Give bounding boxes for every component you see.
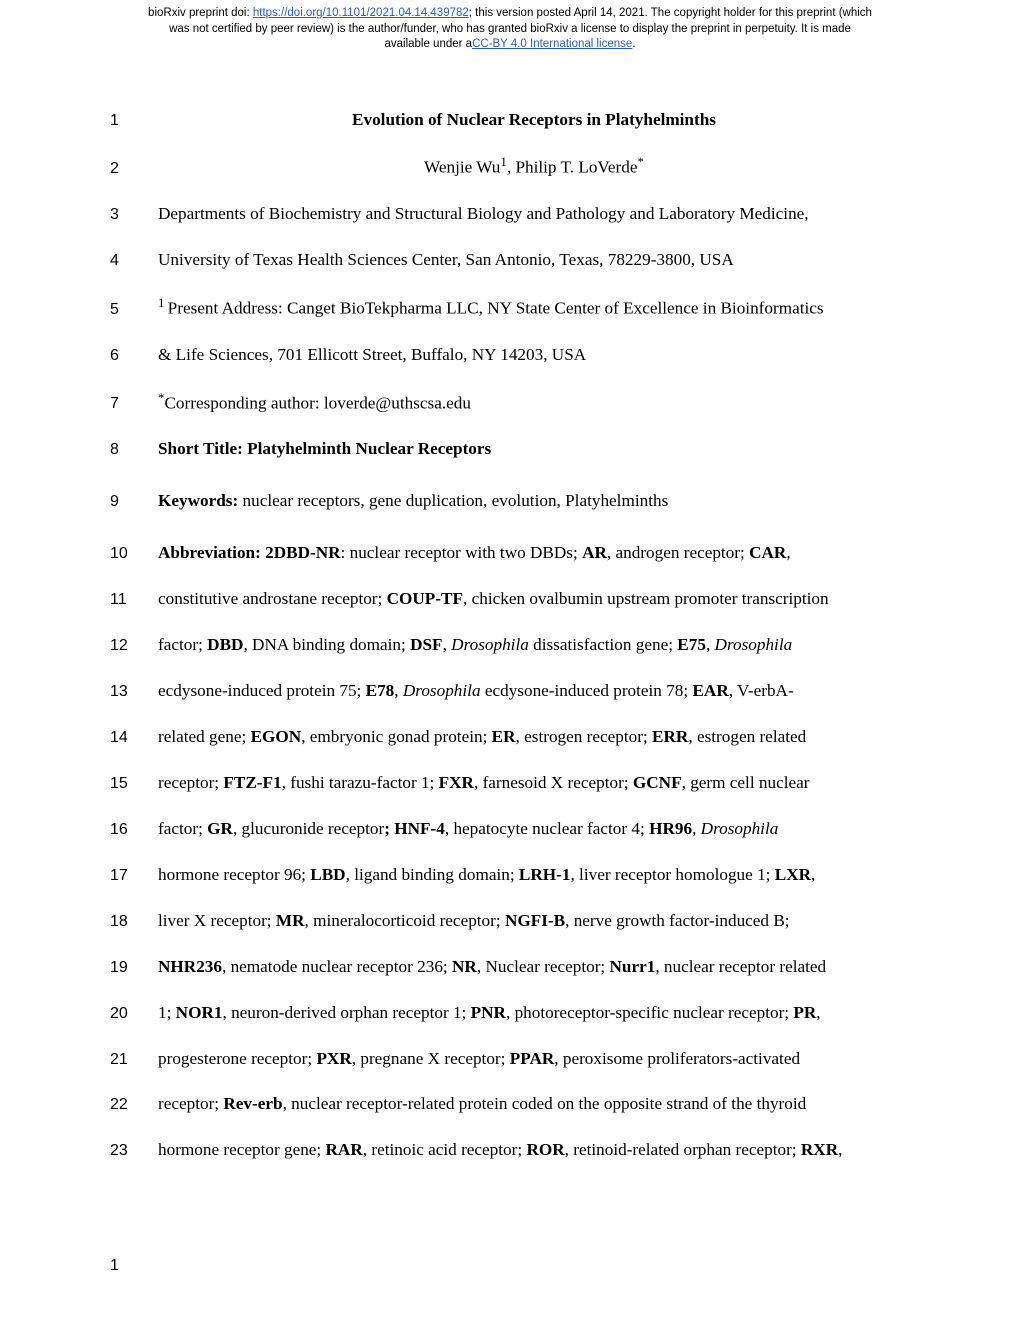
line-12: 12 factor; DBD, DNA binding domain; DSF,…: [110, 633, 910, 658]
line-18: 18 liver X receptor; MR, mineralocortico…: [110, 909, 910, 934]
line-1: 1 Evolution of Nuclear Receptors in Plat…: [110, 108, 910, 133]
line-number: 14: [110, 729, 158, 747]
line-number: 17: [110, 867, 158, 885]
line-number: 10: [110, 545, 158, 563]
keywords: Keywords: nuclear receptors, gene duplic…: [158, 489, 910, 514]
line-13: 13 ecdysone-induced protein 75; E78, Dro…: [110, 679, 910, 704]
abbreviation-text: factor; GR, glucuronide receptor; HNF-4,…: [158, 817, 910, 842]
line-number: 22: [110, 1096, 158, 1114]
line-number: 7: [110, 395, 158, 413]
line-number: 21: [110, 1051, 158, 1069]
line-number: 9: [110, 493, 158, 511]
abbreviation-text: receptor; FTZ-F1, fushi tarazu-factor 1;…: [158, 771, 910, 796]
doi-link[interactable]: https://doi.org/10.1101/2021.04.14.43978…: [253, 7, 469, 19]
line-number: 8: [110, 441, 158, 459]
line-number: 3: [110, 206, 158, 224]
header-line3-post: .: [632, 38, 635, 50]
line-8: 8 Short Title: Platyhelminth Nuclear Rec…: [110, 437, 910, 462]
present-address-cont: & Life Sciences, 701 Ellicott Street, Bu…: [158, 343, 910, 368]
line-number: 6: [110, 347, 158, 365]
line-19: 19 NHR236, nematode nuclear receptor 236…: [110, 955, 910, 980]
line-16: 16 factor; GR, glucuronide receptor; HNF…: [110, 817, 910, 842]
line-number: 5: [110, 301, 158, 319]
paper-title: Evolution of Nuclear Receptors in Platyh…: [158, 108, 910, 133]
abbreviation-text: liver X receptor; MR, mineralocorticoid …: [158, 909, 910, 934]
line-23: 23 hormone receptor gene; RAR, retinoic …: [110, 1138, 910, 1163]
line-number: 12: [110, 637, 158, 655]
line-number: 23: [110, 1142, 158, 1160]
line-number: 20: [110, 1005, 158, 1023]
abbreviation-text: Abbreviation: 2DBD-NR: nuclear receptor …: [158, 541, 910, 566]
license-link[interactable]: CC-BY 4.0 International license: [472, 38, 632, 50]
line-22: 22 receptor; Rev-erb, nuclear receptor-r…: [110, 1092, 910, 1117]
line-number: 13: [110, 683, 158, 701]
page-number: 1: [110, 1257, 119, 1275]
abbreviation-text: hormone receptor gene; RAR, retinoic aci…: [158, 1138, 910, 1163]
page-content: 1 Evolution of Nuclear Receptors in Plat…: [0, 53, 1020, 1164]
header-post: ; this version posted April 14, 2021. Th…: [469, 7, 872, 19]
abbreviation-text: related gene; EGON, embryonic gonad prot…: [158, 725, 910, 750]
line-9: 9 Keywords: nuclear receptors, gene dupl…: [110, 489, 910, 514]
line-14: 14 related gene; EGON, embryonic gonad p…: [110, 725, 910, 750]
abbreviation-text: constitutive androstane receptor; COUP-T…: [158, 587, 910, 612]
abbreviation-text: NHR236, nematode nuclear receptor 236; N…: [158, 955, 910, 980]
affiliation: Departments of Biochemistry and Structur…: [158, 202, 910, 227]
short-title: Short Title: Platyhelminth Nuclear Recep…: [158, 437, 910, 462]
line-number: 18: [110, 913, 158, 931]
line-number: 1: [110, 112, 158, 130]
abbreviation-text: ecdysone-induced protein 75; E78, Drosop…: [158, 679, 910, 704]
line-17: 17 hormone receptor 96; LBD, ligand bind…: [110, 863, 910, 888]
line-10: 10 Abbreviation: 2DBD-NR: nuclear recept…: [110, 541, 910, 566]
line-number: 15: [110, 775, 158, 793]
line-20: 20 1; NOR1, neuron-derived orphan recept…: [110, 1001, 910, 1026]
preprint-header: bioRxiv preprint doi: https://doi.org/10…: [0, 0, 1020, 53]
abbreviation-text: hormone receptor 96; LBD, ligand binding…: [158, 863, 910, 888]
line-15: 15 receptor; FTZ-F1, fushi tarazu-factor…: [110, 771, 910, 796]
line-6: 6 & Life Sciences, 701 Ellicott Street, …: [110, 343, 910, 368]
line-5: 5 1 Present Address: Canget BioTekpharma…: [110, 294, 910, 322]
abbreviation-text: 1; NOR1, neuron-derived orphan receptor …: [158, 1001, 910, 1026]
header-line2: was not certified by peer review) is the…: [169, 23, 851, 35]
line-4: 4 University of Texas Health Sciences Ce…: [110, 248, 910, 273]
line-number: 19: [110, 959, 158, 977]
corresponding-author: *Corresponding author: loverde@uthscsa.e…: [158, 389, 910, 417]
authors: Wenjie Wu1, Philip T. LoVerde*: [158, 153, 910, 181]
affiliation: University of Texas Health Sciences Cent…: [158, 248, 910, 273]
line-7: 7 *Corresponding author: loverde@uthscsa…: [110, 389, 910, 417]
line-21: 21 progesterone receptor; PXR, pregnane …: [110, 1047, 910, 1072]
line-number: 2: [110, 160, 158, 178]
abbreviation-text: progesterone receptor; PXR, pregnane X r…: [158, 1047, 910, 1072]
header-line3-pre: available under a: [384, 38, 472, 50]
line-11: 11 constitutive androstane receptor; COU…: [110, 587, 910, 612]
present-address: 1 Present Address: Canget BioTekpharma L…: [158, 294, 910, 322]
line-number: 11: [110, 591, 158, 609]
abbreviation-text: factor; DBD, DNA binding domain; DSF, Dr…: [158, 633, 910, 658]
line-2: 2 Wenjie Wu1, Philip T. LoVerde*: [110, 153, 910, 181]
line-number: 4: [110, 252, 158, 270]
abbreviation-text: receptor; Rev-erb, nuclear receptor-rela…: [158, 1092, 910, 1117]
line-number: 16: [110, 821, 158, 839]
header-pre: bioRxiv preprint doi:: [148, 7, 253, 19]
line-3: 3 Departments of Biochemistry and Struct…: [110, 202, 910, 227]
